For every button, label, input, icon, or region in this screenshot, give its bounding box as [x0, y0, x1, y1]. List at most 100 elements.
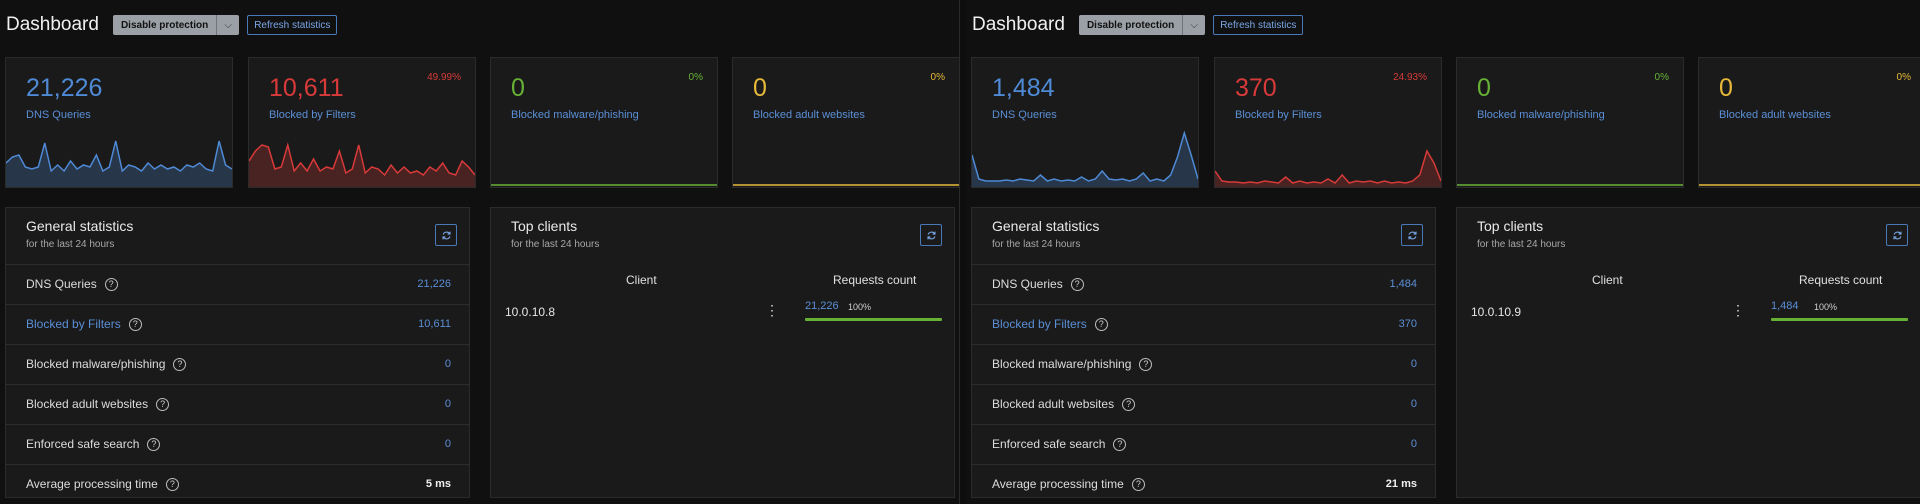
client-requests-count: 1,484 — [1771, 300, 1799, 312]
column-header-client: Client — [626, 273, 657, 287]
statistics-row-label[interactable]: Blocked by Filters? — [26, 317, 142, 331]
refresh-icon[interactable] — [1401, 224, 1423, 246]
general-statistics-subtitle: for the last 24 hours — [26, 239, 115, 250]
help-circle-icon[interactable]: ? — [1094, 317, 1108, 331]
client-requests-percent: 100% — [848, 302, 872, 312]
statistics-row-value: 0 — [444, 398, 451, 410]
statistics-row: Enforced safe search? 0 — [972, 424, 1435, 464]
statistics-row-label: DNS Queries? — [26, 277, 118, 291]
client-requests-percent: 100% — [1814, 302, 1838, 312]
chevron-down-icon[interactable]: ⌵ — [1182, 15, 1205, 35]
general-statistics-panel: General statistics for the last 24 hours… — [5, 207, 470, 498]
statistics-row-label: Blocked malware/phishing? — [26, 357, 187, 371]
stat-card-label: Blocked malware/phishing — [1477, 109, 1605, 121]
statistics-row-label: Average processing time? — [992, 477, 1145, 491]
general-statistics-rows: DNS Queries? 1,484 Blocked by Filters? 3… — [972, 264, 1435, 504]
stat-card-sparkline — [1215, 149, 1441, 187]
statistics-row: DNS Queries? 1,484 — [972, 264, 1435, 304]
statistics-row-label: DNS Queries? — [992, 277, 1084, 291]
help-circle-icon[interactable]: ? — [1070, 277, 1084, 291]
help-circle-icon[interactable]: ? — [1122, 397, 1136, 411]
refresh-icon[interactable] — [920, 224, 942, 246]
page-title: Dashboard — [972, 14, 1065, 35]
help-circle-icon[interactable]: ? — [1113, 437, 1127, 451]
general-statistics-rows: DNS Queries? 21,226 Blocked by Filters? … — [6, 264, 469, 504]
stat-card-2: 0 Blocked malware/phishing 0% — [1456, 57, 1684, 188]
stat-card-label: DNS Queries — [992, 109, 1057, 121]
statistics-row-label: Enforced safe search? — [26, 437, 161, 451]
help-circle-icon[interactable]: ? — [128, 317, 142, 331]
statistics-row: Enforced safe search? 0 — [6, 424, 469, 464]
statistics-row-value: 0 — [444, 358, 451, 370]
client-ip[interactable]: 10.0.10.8 — [505, 305, 556, 319]
page-title: Dashboard — [6, 14, 99, 35]
stat-card-value: 1,484 — [992, 74, 1055, 102]
stat-card-sparkline — [6, 140, 232, 187]
statistics-row: Average processing time? 5 ms — [6, 464, 469, 504]
stat-card-sparkline — [1699, 184, 1920, 186]
more-vertical-icon[interactable]: ⋮ — [1731, 302, 1745, 318]
help-circle-icon[interactable]: ? — [173, 357, 187, 371]
column-header-client: Client — [1592, 273, 1623, 287]
stat-card-value: 0 — [511, 74, 525, 102]
more-vertical-icon[interactable]: ⋮ — [765, 302, 779, 318]
refresh-icon[interactable] — [435, 224, 457, 246]
statistics-row-value: 5 ms — [425, 478, 451, 490]
refresh-statistics-button[interactable]: Refresh statistics — [247, 15, 338, 35]
stat-card-label: Blocked adult websites — [1719, 109, 1831, 121]
stat-card-3: 0 Blocked adult websites 0% — [1698, 57, 1920, 188]
stat-card-label: Blocked adult websites — [753, 109, 865, 121]
stat-card-percent: 49.99% — [427, 72, 461, 83]
general-statistics-subtitle: for the last 24 hours — [992, 239, 1081, 250]
top-clients-panel: Top clients for the last 24 hours Client… — [490, 207, 955, 498]
disable-protection-button[interactable]: Disable protection ⌵ — [112, 15, 240, 35]
dashboard-panel-right: Dashboard Disable protection ⌵ Refresh s… — [966, 0, 1920, 504]
dashboard-panel-left: Dashboard Disable protection ⌵ Refresh s… — [5, 0, 960, 504]
statistics-row-value: 1,484 — [1389, 278, 1417, 290]
statistics-row-value: 21 ms — [1385, 478, 1417, 490]
refresh-statistics-button[interactable]: Refresh statistics — [1213, 15, 1304, 35]
statistics-row: Blocked by Filters? 10,611 — [6, 304, 469, 344]
statistics-row-label: Average processing time? — [26, 477, 179, 491]
help-circle-icon[interactable]: ? — [156, 397, 170, 411]
refresh-icon[interactable] — [1886, 224, 1908, 246]
help-circle-icon[interactable]: ? — [1139, 357, 1153, 371]
statistics-row-label: Enforced safe search? — [992, 437, 1127, 451]
client-requests-count: 21,226 — [805, 300, 839, 312]
top-clients-title: Top clients — [511, 218, 578, 234]
stat-card-label: Blocked by Filters — [269, 109, 356, 121]
column-header-requests-count: Requests count — [833, 273, 917, 287]
stat-card-label: Blocked malware/phishing — [511, 109, 639, 121]
disable-protection-label: Disable protection — [120, 19, 209, 31]
stat-card-0: 21,226 DNS Queries — [5, 57, 233, 188]
table-row: 10.0.10.8 ⋮ 21,226 100% — [491, 298, 954, 328]
statistics-row-label: Blocked adult websites? — [992, 397, 1136, 411]
help-circle-icon[interactable]: ? — [165, 477, 179, 491]
page-header: Dashboard Disable protection ⌵ Refresh s… — [6, 10, 338, 40]
top-clients-title: Top clients — [1477, 218, 1544, 234]
stat-card-value: 10,611 — [269, 74, 344, 102]
statistics-row-value: 370 — [1398, 318, 1417, 330]
help-circle-icon[interactable]: ? — [1131, 477, 1145, 491]
client-ip[interactable]: 10.0.10.9 — [1471, 305, 1522, 319]
stat-card-sparkline — [491, 184, 717, 186]
disable-protection-label: Disable protection — [1086, 19, 1175, 31]
general-statistics-title: General statistics — [992, 218, 1100, 234]
stat-card-1: 370 Blocked by Filters 24.93% — [1214, 57, 1442, 188]
statistics-row-label: Blocked malware/phishing? — [992, 357, 1153, 371]
page-header: Dashboard Disable protection ⌵ Refresh s… — [972, 10, 1304, 40]
statistics-row-label: Blocked adult websites? — [26, 397, 170, 411]
stat-card-label: DNS Queries — [26, 109, 91, 121]
general-statistics-title: General statistics — [26, 218, 134, 234]
top-clients-panel: Top clients for the last 24 hours Client… — [1456, 207, 1920, 498]
disable-protection-button[interactable]: Disable protection ⌵ — [1078, 15, 1206, 35]
stat-card-percent: 24.93% — [1393, 72, 1427, 83]
client-requests-bar — [1771, 318, 1908, 321]
help-circle-icon[interactable]: ? — [147, 437, 161, 451]
stat-card-2: 0 Blocked malware/phishing 0% — [490, 57, 718, 188]
statistics-row: Blocked malware/phishing? 0 — [972, 344, 1435, 384]
help-circle-icon[interactable]: ? — [104, 277, 118, 291]
chevron-down-icon[interactable]: ⌵ — [216, 15, 239, 35]
stat-card-sparkline — [1457, 184, 1683, 186]
statistics-row-label[interactable]: Blocked by Filters? — [992, 317, 1108, 331]
